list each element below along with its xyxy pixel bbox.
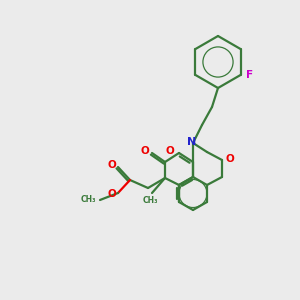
Text: O: O: [165, 146, 174, 156]
Text: O: O: [107, 160, 116, 170]
Text: O: O: [140, 146, 149, 156]
Text: N: N: [188, 137, 196, 147]
Text: O: O: [226, 154, 235, 164]
Text: F: F: [245, 70, 253, 80]
Text: CH₃: CH₃: [80, 196, 96, 205]
Text: CH₃: CH₃: [142, 196, 158, 205]
Text: O: O: [107, 189, 116, 199]
